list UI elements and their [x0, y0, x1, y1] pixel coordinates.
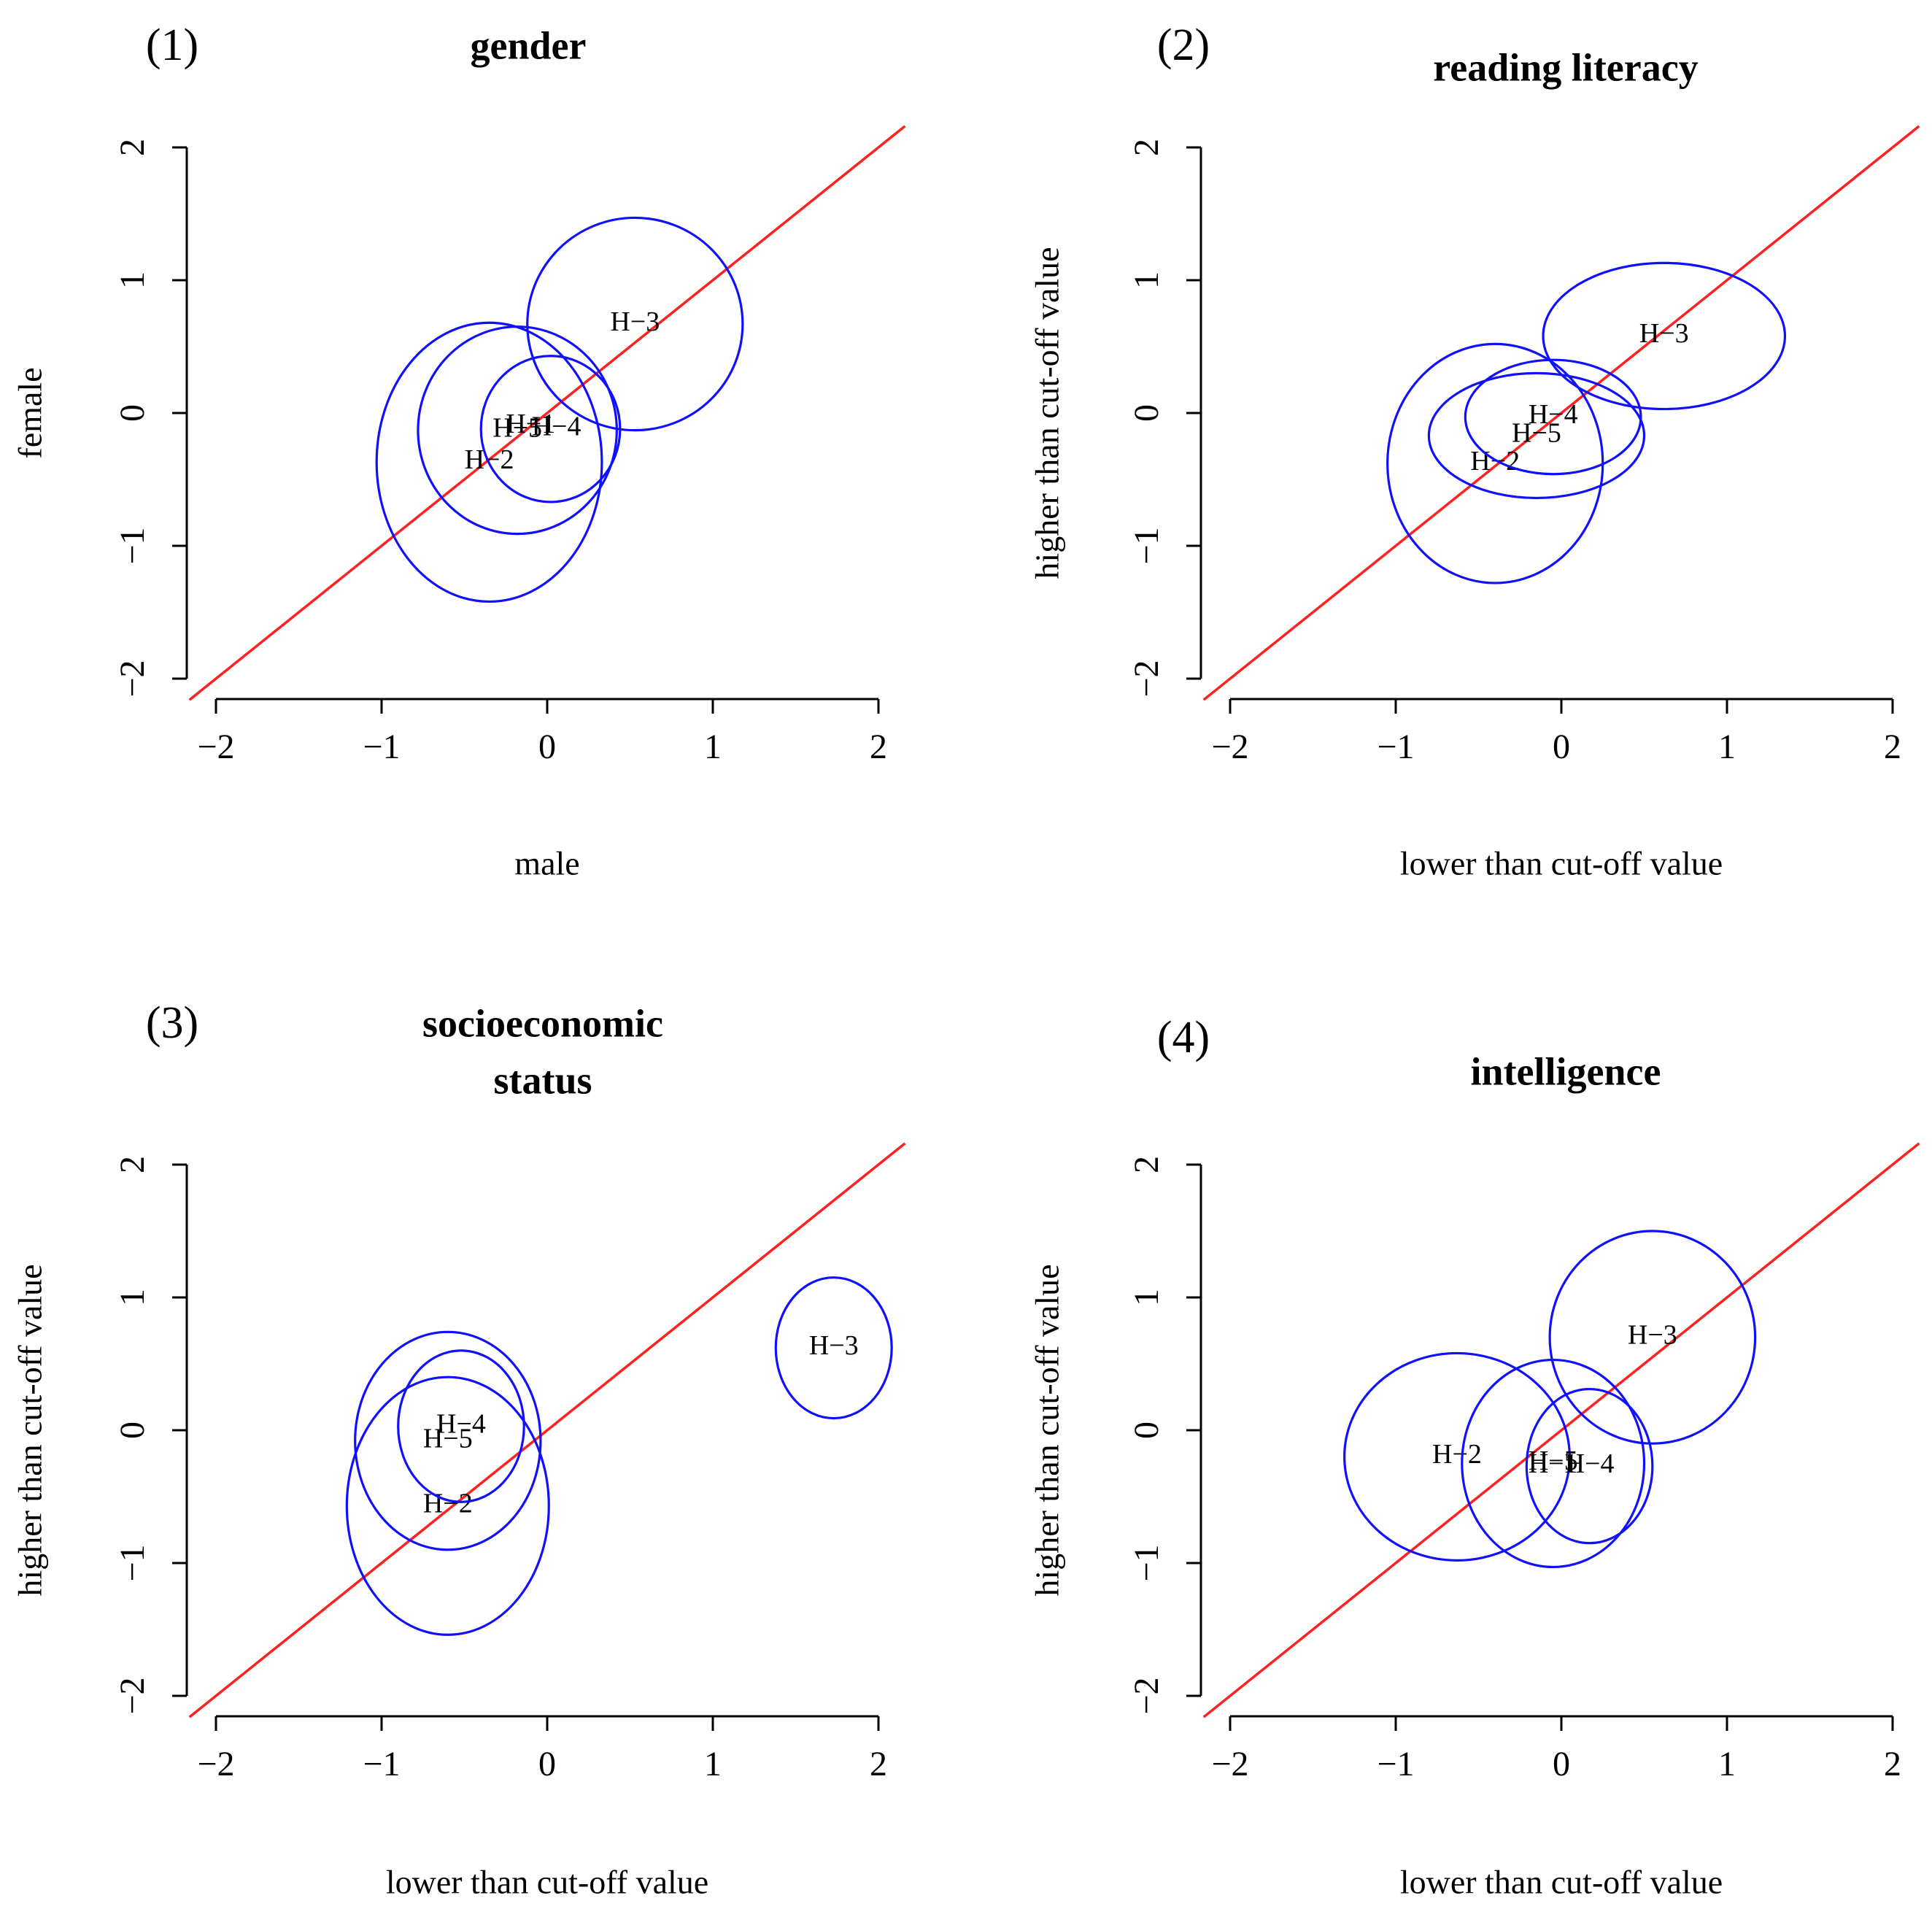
x-tick-label: −2 [197, 728, 234, 766]
confidence-ellipse [354, 1330, 542, 1551]
y-axis-label: higher than cut-off value [12, 1264, 49, 1596]
y-tick-label: 1 [113, 1289, 152, 1306]
x-tick-label: 1 [1718, 728, 1736, 766]
chart-title: socioeconomic [422, 1001, 663, 1045]
reference-line [1202, 125, 1920, 701]
reference-line [188, 125, 906, 701]
chart-title: reading literacy [1433, 45, 1698, 89]
confidence-ellipse [526, 216, 744, 432]
confidence-ellipse [1343, 1351, 1571, 1562]
point-label: H−3 [1639, 318, 1689, 349]
chart-title: gender [471, 23, 587, 67]
confidence-ellipse [1427, 371, 1646, 500]
x-tick-label: 0 [538, 1745, 556, 1783]
confidence-ellipse [479, 355, 622, 503]
y-tick-label: 1 [1127, 1289, 1166, 1306]
y-tick-label: 0 [113, 1421, 152, 1439]
y-tick-label: −2 [1127, 1677, 1166, 1714]
x-tick-label: 2 [870, 1745, 887, 1783]
confidence-ellipse [1548, 1230, 1757, 1445]
chart-title: status [493, 1058, 592, 1102]
x-tick-label: 2 [870, 728, 887, 766]
confidence-ellipse [1525, 1387, 1654, 1545]
panel-number: (4) [1157, 1013, 1210, 1062]
point-label: H−4 [1529, 399, 1578, 430]
x-tick-label: 1 [704, 728, 722, 766]
x-tick-label: −2 [1211, 1745, 1248, 1783]
x-tick-label: 2 [1884, 1745, 1901, 1783]
chart-title: intelligence [1471, 1049, 1661, 1093]
y-axis-label: higher than cut-off value [1029, 1264, 1066, 1596]
x-tick-label: −1 [1377, 1745, 1414, 1783]
x-tick-label: 1 [1718, 1745, 1736, 1783]
x-tick-label: −2 [197, 1745, 234, 1783]
point-label: H−5 [423, 1423, 473, 1454]
x-axis-label: lower than cut-off value [1400, 845, 1723, 882]
y-tick-label: −1 [113, 527, 152, 564]
point-label: H−2 [465, 444, 514, 475]
y-tick-label: −2 [113, 1677, 152, 1714]
point-label: H−5 [492, 412, 542, 443]
x-tick-label: −1 [363, 1745, 400, 1783]
panel-3: (3) socioeconomic status −2 −2 −1 −1 0 0 1 1 2 2 lowe… [12, 998, 906, 1901]
point-label: H−4 [1565, 1448, 1615, 1479]
y-tick-label: 2 [113, 139, 152, 156]
reference-line [1202, 1142, 1920, 1718]
point-label: H−4 [532, 412, 581, 442]
confidence-ellipse [375, 321, 603, 603]
point-label: H−1 [506, 409, 555, 439]
panel-number: (1) [146, 20, 198, 70]
y-tick-label: 0 [113, 404, 152, 422]
x-tick-label: −2 [1211, 728, 1248, 766]
point-label: H−3 [1628, 1319, 1677, 1350]
x-tick-label: 1 [704, 1745, 722, 1783]
confidence-ellipse [345, 1376, 550, 1636]
confidence-ellipse [774, 1276, 893, 1420]
x-tick-label: 0 [1553, 1745, 1570, 1783]
x-tick-label: −1 [363, 728, 400, 766]
x-axis-label: lower than cut-off value [386, 1864, 708, 1901]
point-label: H−5 [1529, 1446, 1578, 1476]
y-tick-label: 1 [113, 271, 152, 289]
point-label: H−2 [1432, 1439, 1482, 1470]
y-tick-label: −1 [1127, 1544, 1166, 1581]
x-tick-label: 2 [1884, 728, 1901, 766]
panel-number: (2) [1157, 20, 1210, 70]
panel-number: (3) [146, 998, 198, 1048]
y-tick-label: 0 [1127, 1421, 1166, 1439]
confidence-ellipse [1464, 358, 1642, 476]
confidence-ellipse [397, 1349, 525, 1503]
point-label: H−3 [610, 306, 660, 337]
y-tick-label: 0 [1127, 404, 1166, 422]
y-tick-label: 2 [1127, 139, 1166, 156]
reference-line [188, 1142, 906, 1718]
y-axis-label: higher than cut-off value [1029, 247, 1066, 579]
x-tick-label: 0 [538, 728, 556, 766]
x-axis-label: lower than cut-off value [1400, 1864, 1723, 1901]
x-tick-label: 0 [1553, 728, 1570, 766]
y-tick-label: −1 [113, 1544, 152, 1581]
x-tick-label: −1 [1377, 728, 1414, 766]
y-tick-label: 2 [1127, 1156, 1166, 1173]
y-tick-label: −2 [113, 660, 152, 697]
panel-4: (4) intelligence −2 −2 −1 −1 0 0 1 1 2 2 lower than … [1029, 1013, 1920, 1901]
panel-2: (2) reading literacy −2 −2 −1 −1 0 0 1 1 2 2 lower t… [1029, 20, 1920, 882]
y-tick-label: −2 [1127, 660, 1166, 697]
y-tick-label: 1 [1127, 271, 1166, 289]
confidence-ellipse [1461, 1358, 1646, 1569]
point-label: H−3 [809, 1330, 859, 1361]
x-axis-label: male [514, 845, 579, 882]
y-tick-label: 2 [113, 1156, 152, 1173]
point-label: H−4 [436, 1408, 486, 1439]
confidence-ellipse [1542, 261, 1787, 411]
y-tick-label: −1 [1127, 527, 1166, 564]
confidence-ellipse [417, 325, 618, 536]
panel-1: (1) gender −2 −2 −1 −1 0 0 1 1 2 2 male female H−2 H−3 H… [12, 20, 906, 882]
point-label: H−5 [1512, 418, 1561, 449]
point-label: H−1 [1529, 1448, 1578, 1479]
y-axis-label: female [12, 367, 49, 458]
